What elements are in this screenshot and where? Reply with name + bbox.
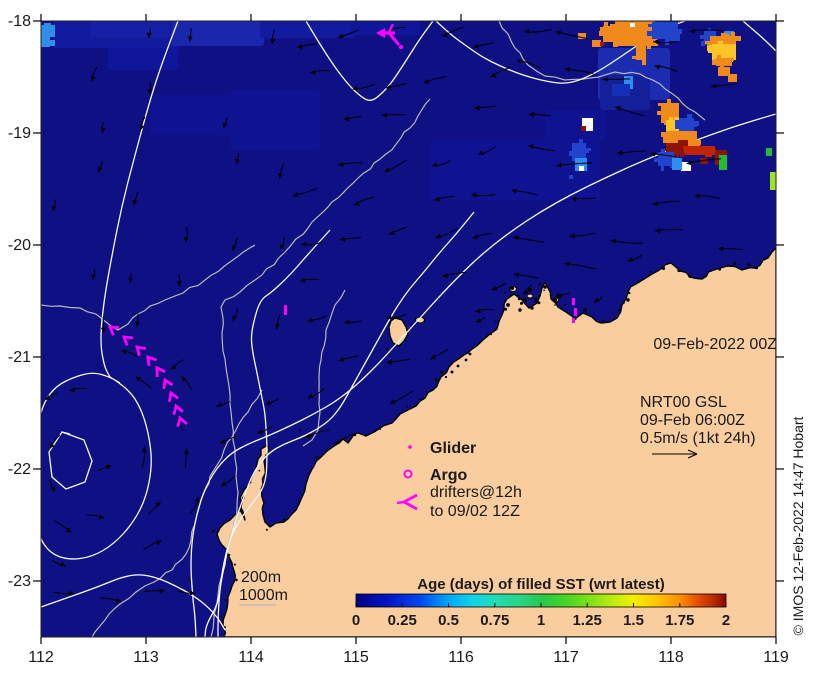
svg-text:0.75: 0.75 [480, 612, 509, 629]
svg-text:116: 116 [448, 649, 474, 666]
svg-text:2: 2 [722, 612, 730, 629]
svg-text:NRT00 GSL: NRT00 GSL [640, 394, 727, 411]
svg-text:Age (days) of filled SST (wrt: Age (days) of filled SST (wrt latest) [417, 576, 665, 593]
svg-text:-18: -18 [8, 13, 31, 30]
svg-text:09-Feb-2022 00Z: 09-Feb-2022 00Z [653, 336, 777, 353]
svg-text:1000m: 1000m [239, 587, 288, 604]
svg-text:Argo: Argo [430, 467, 468, 484]
svg-text:0.5m/s (1kt 24h): 0.5m/s (1kt 24h) [640, 430, 756, 447]
svg-text:200m: 200m [241, 569, 281, 586]
svg-text:0.5: 0.5 [438, 612, 459, 629]
svg-text:-19: -19 [8, 125, 31, 142]
svg-text:Glider: Glider [430, 440, 476, 457]
svg-text:09-Feb 06:00Z: 09-Feb 06:00Z [640, 412, 745, 429]
svg-text:117: 117 [553, 649, 579, 666]
svg-text:1.5: 1.5 [623, 612, 644, 629]
svg-text:112: 112 [28, 649, 54, 666]
svg-text:115: 115 [343, 649, 369, 666]
svg-text:to 09/02 12Z: to 09/02 12Z [430, 503, 520, 520]
svg-text:-20: -20 [8, 237, 31, 254]
svg-text:1.25: 1.25 [573, 612, 602, 629]
svg-text:-22: -22 [8, 461, 31, 478]
svg-text:© IMOS 12-Feb-2022 14:47 Hobar: © IMOS 12-Feb-2022 14:47 Hobart [790, 416, 806, 635]
svg-text:1: 1 [537, 612, 545, 629]
svg-text:-21: -21 [8, 349, 31, 366]
svg-text:113: 113 [133, 649, 159, 666]
svg-text:0: 0 [352, 612, 360, 629]
svg-text:drifters@12h: drifters@12h [430, 484, 522, 501]
svg-text:-23: -23 [8, 573, 31, 590]
svg-text:119: 119 [763, 649, 789, 666]
svg-text:0.25: 0.25 [388, 612, 417, 629]
svg-text:118: 118 [658, 649, 684, 666]
svg-text:114: 114 [238, 649, 264, 666]
svg-text:1.75: 1.75 [665, 612, 694, 629]
